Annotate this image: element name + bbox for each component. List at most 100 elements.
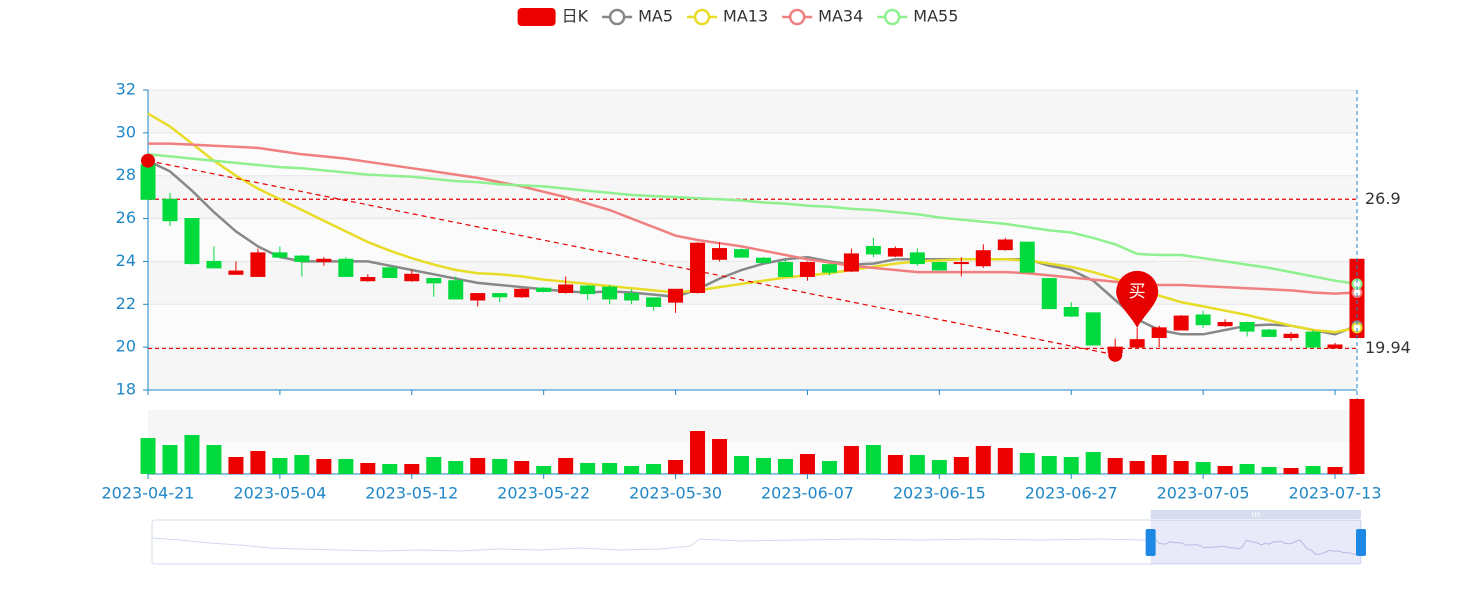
volume-bar (514, 461, 530, 474)
min-point (1108, 347, 1123, 362)
volume-bar (1349, 399, 1365, 474)
volume-bar (1063, 457, 1079, 474)
candle-body (734, 249, 750, 258)
volume-bar (448, 461, 464, 474)
candle-body (755, 257, 771, 264)
zoom-handle[interactable] (1356, 529, 1366, 556)
legend-label: 日K (562, 7, 589, 26)
candle-body (184, 218, 200, 265)
y-tick-label: 18 (116, 380, 136, 399)
volume-bar (975, 446, 991, 474)
candle-body (1085, 312, 1101, 346)
legend-item[interactable]: MA34 (782, 7, 863, 26)
zoom-window[interactable] (1150, 520, 1361, 564)
data-zoom-slider[interactable] (151, 510, 1366, 565)
volume-bar (1041, 456, 1057, 474)
legend-icon-symbol (788, 8, 806, 26)
candle-body (206, 260, 222, 269)
legend-icon-symbol (608, 8, 626, 26)
candle-body (514, 288, 530, 298)
candle-body (404, 273, 420, 282)
candle-body (382, 267, 398, 279)
volume-bar (272, 458, 288, 474)
legend-icon-symbol (693, 8, 711, 26)
x-tick-label: 2023-05-04 (233, 484, 326, 503)
split-area (148, 347, 1357, 390)
zoom-handle[interactable] (1145, 529, 1156, 556)
volume-bar (624, 466, 640, 474)
candle-body (624, 293, 640, 301)
legend: 日K MA5 MA13 MA34 MA55 (517, 7, 958, 27)
volume-bar (909, 455, 925, 474)
volume-bar (1019, 453, 1035, 474)
volume-bar (250, 451, 266, 474)
legend-label: MA13 (723, 7, 768, 26)
split-area (148, 175, 1357, 219)
volume-bar (1085, 452, 1101, 474)
x-tick-label: 2023-05-30 (629, 484, 722, 503)
volume-bar (294, 455, 310, 474)
volume-bar (997, 448, 1013, 474)
y-tick-label: 20 (116, 337, 136, 356)
candle-body (272, 252, 288, 258)
legend-item[interactable]: MA5 (602, 7, 673, 26)
candle-body (1261, 329, 1277, 337)
mark-line-label: 19.94 (1365, 338, 1411, 357)
candle-body (997, 239, 1013, 251)
candle-body (228, 270, 244, 275)
split-area (148, 410, 1357, 442)
candle-body (712, 248, 728, 260)
candle-body (799, 262, 815, 277)
backgrounds: 18 20 22 24 26 28 30 32 2023-04-21 2023-05-04 2023… (102, 80, 1382, 503)
split-area (148, 304, 1357, 348)
x-tick-label: 2023-06-07 (761, 484, 854, 503)
legend-icon (517, 8, 556, 26)
volume-bar (536, 466, 552, 474)
legend-item[interactable]: MA55 (877, 7, 958, 26)
candle-body (1129, 339, 1145, 348)
candle-body (602, 286, 618, 300)
candle-body (448, 280, 464, 300)
legend-label: MA55 (913, 7, 958, 26)
candle-body (1327, 344, 1343, 349)
y-tick-label: 32 (116, 80, 136, 99)
volume-bar (602, 463, 618, 474)
zoom-shadow-line (1150, 534, 1362, 555)
volume-bar (799, 454, 815, 474)
legend-item[interactable]: MA13 (687, 7, 768, 26)
volume-bar (426, 457, 442, 474)
candle-body (931, 262, 947, 271)
ma-line (147, 153, 1358, 286)
candle-body (426, 278, 442, 284)
legend-icon-symbol (884, 8, 901, 26)
volume-bar (338, 459, 354, 474)
legend-item[interactable]: 日K (517, 7, 589, 27)
candle-body (470, 293, 486, 301)
zoom-move-grip (1252, 512, 1260, 517)
candle-body (690, 242, 706, 293)
candle-body (668, 288, 684, 303)
candle-body (250, 252, 266, 277)
signal-pin-label: 买 (1129, 282, 1146, 302)
x-tick-label: 2023-06-27 (1025, 484, 1118, 503)
candle-body (1305, 331, 1321, 348)
y-tick-label: 24 (116, 251, 136, 270)
candle-body (1019, 241, 1035, 273)
y-tick-label: 30 (116, 122, 136, 141)
volume-bar (646, 464, 662, 474)
volume-bar (558, 458, 574, 474)
candle-body (1041, 278, 1057, 310)
volume-bar (206, 445, 222, 474)
legend-label: MA34 (818, 7, 863, 26)
candle-body (1151, 327, 1167, 339)
volume-bar (843, 446, 859, 474)
trend-line (147, 160, 1116, 356)
legend-label: MA5 (638, 7, 673, 26)
candle-body (140, 164, 156, 200)
volume-bar (1305, 466, 1321, 474)
candle-body (1195, 314, 1211, 326)
volume-bar (162, 445, 178, 474)
candle-body (909, 252, 925, 265)
